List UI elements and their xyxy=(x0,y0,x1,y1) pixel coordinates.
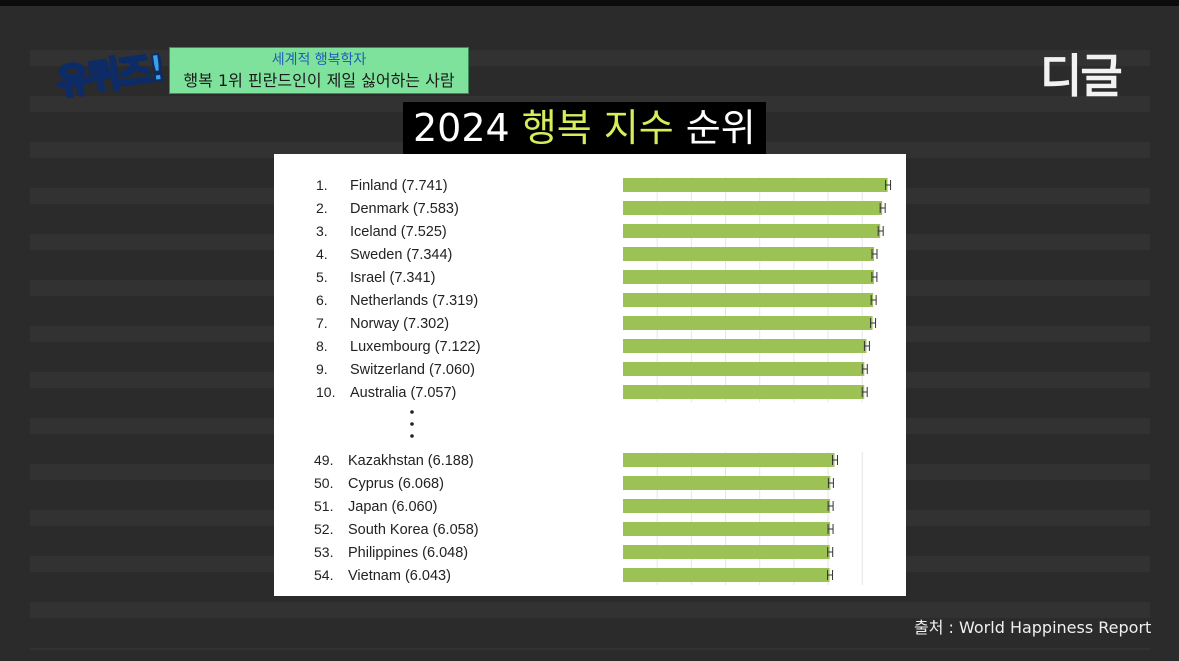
rank-label: 6. xyxy=(316,292,328,308)
error-bar xyxy=(827,524,834,534)
country-label: Finland (7.741) xyxy=(350,178,448,194)
bar-iceland xyxy=(623,224,881,238)
error-bar xyxy=(861,387,868,397)
error-bar xyxy=(871,249,878,259)
error-bar xyxy=(831,455,838,465)
rank-label: 1. xyxy=(316,177,328,193)
bar-israel xyxy=(623,270,874,284)
bar-sweden xyxy=(623,247,874,261)
rank-label: 5. xyxy=(316,269,328,285)
rank-label: 2. xyxy=(316,200,328,216)
channel-brand: 디글 xyxy=(1040,49,1123,103)
country-label: Vietnam (6.043) xyxy=(348,568,451,584)
bar-denmark xyxy=(623,201,883,215)
caption-box: 세계적 행복학자 행복 1위 핀란드인이 제일 싫어하는 사람 xyxy=(169,47,469,94)
country-label: Australia (7.057) xyxy=(350,385,456,401)
country-label: Netherlands (7.319) xyxy=(350,293,478,309)
error-bar xyxy=(827,478,834,488)
country-label: Kazakhstan (6.188) xyxy=(348,453,474,469)
rank-label: 49. xyxy=(314,452,333,468)
rank-label: 10. xyxy=(316,384,335,400)
bar-norway xyxy=(623,316,873,330)
bar-south-korea xyxy=(623,522,831,536)
rank-label: 50. xyxy=(314,475,333,491)
rank-label: 52. xyxy=(314,521,333,537)
source-note: 출처 : World Happiness Report xyxy=(914,618,1152,637)
bar-japan xyxy=(623,499,831,513)
bar-luxembourg xyxy=(623,339,867,353)
bar-vietnam xyxy=(623,568,830,582)
error-bar xyxy=(885,180,892,190)
country-label: Sweden (7.344) xyxy=(350,247,452,263)
country-label: Luxembourg (7.122) xyxy=(350,339,481,355)
happiness-bar-chart: 1. Finland (7.741) 2. Denmark (7.583) 3. Icel… xyxy=(314,177,892,585)
rank-label: 53. xyxy=(314,544,333,560)
error-bar xyxy=(879,203,886,213)
error-bar xyxy=(827,547,834,557)
error-bar xyxy=(827,501,834,511)
top-border xyxy=(0,0,1179,6)
bar-philippines xyxy=(623,545,830,559)
rank-label: 9. xyxy=(316,361,328,377)
bar-finland xyxy=(623,178,888,192)
error-bar xyxy=(863,341,870,351)
title-prefix: 2024 xyxy=(413,106,522,150)
bar-cyprus xyxy=(623,476,831,490)
error-bar xyxy=(870,295,877,305)
rank-label: 4. xyxy=(316,246,328,262)
error-bar xyxy=(870,318,877,328)
country-label: Switzerland (7.060) xyxy=(350,362,475,378)
error-bar xyxy=(861,364,868,374)
country-label: Iceland (7.525) xyxy=(350,224,447,240)
chart-panel: 1. Finland (7.741) 2. Denmark (7.583) 3. Icel… xyxy=(274,154,906,596)
bar-switzerland xyxy=(623,362,865,376)
country-label: Israel (7.341) xyxy=(350,270,435,286)
bar-kazakhstan xyxy=(623,453,835,467)
title-highlight: 행복 지수 xyxy=(521,106,674,150)
error-bar xyxy=(827,570,834,580)
ellipsis-dots xyxy=(410,410,414,438)
title-suffix: 순위 xyxy=(673,106,756,150)
country-label: Philippines (6.048) xyxy=(348,545,468,561)
caption-subtitle: 세계적 행복학자 xyxy=(271,52,367,68)
error-bar xyxy=(871,272,878,282)
country-label: South Korea (6.058) xyxy=(348,522,479,538)
country-label: Japan (6.060) xyxy=(348,499,437,515)
rank-label: 7. xyxy=(316,315,328,331)
bar-australia xyxy=(623,385,865,399)
rank-label: 8. xyxy=(316,338,328,354)
show-logo-text: 유퀴즈! xyxy=(53,47,167,105)
chart-title: 2024 행복 지수 순위 xyxy=(403,102,766,154)
country-label: Denmark (7.583) xyxy=(350,201,459,217)
rank-label: 54. xyxy=(314,567,333,583)
rank-label: 3. xyxy=(316,223,328,239)
bar-netherlands xyxy=(623,293,874,307)
country-label: Cyprus (6.068) xyxy=(348,476,444,492)
caption-main: 행복 1위 핀란드인이 제일 싫어하는 사람 xyxy=(183,71,455,90)
error-bar xyxy=(877,226,884,236)
rank-label: 51. xyxy=(314,498,333,514)
country-label: Norway (7.302) xyxy=(350,316,449,332)
